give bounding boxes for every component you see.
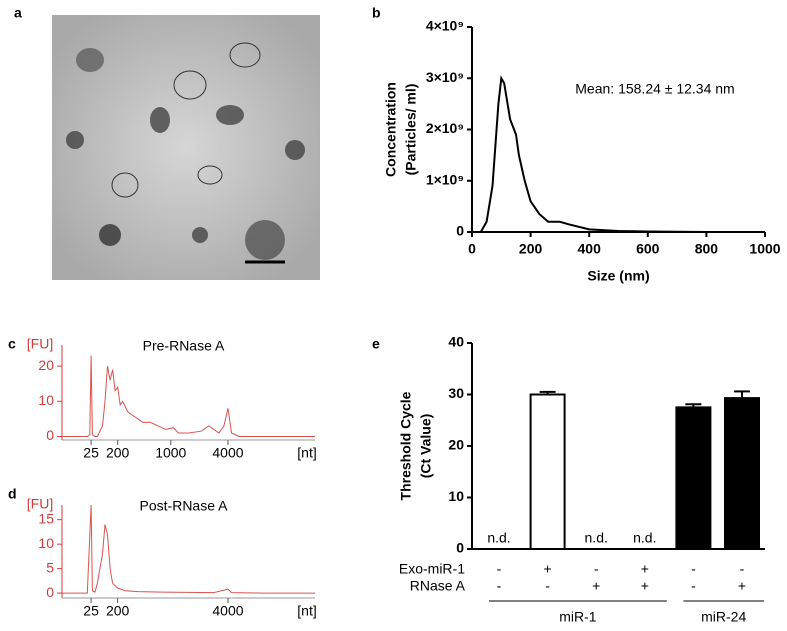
x-tick-label: 800 (695, 241, 719, 257)
x-tick-label: 1000 (155, 445, 186, 461)
row-cell: + (544, 561, 552, 577)
y-tick-label: 10 (38, 392, 54, 408)
y-axis-label: [FU] (27, 336, 53, 352)
x-tick-label: 200 (106, 603, 130, 619)
x-tick-label: 4000 (212, 445, 243, 461)
row-cell: + (641, 561, 649, 577)
panel-label: d (8, 486, 17, 502)
x-axis-label: [nt] (297, 445, 316, 461)
y-axis-label: Concentration (383, 82, 399, 177)
bar (724, 397, 760, 551)
y-axis-label: Threshold Cycle (398, 391, 414, 500)
y-tick-label: 15 (38, 510, 54, 526)
row-cell: + (738, 578, 746, 594)
y-tick-label: 5 (46, 559, 54, 575)
data-line (62, 504, 315, 594)
y-tick-label: 0 (456, 540, 464, 556)
x-tick-label: 600 (636, 241, 660, 257)
panel-label: a (14, 5, 22, 21)
y-tick-label: 20 (448, 437, 464, 453)
y-tick-label: 40 (448, 334, 464, 350)
bar (675, 406, 712, 550)
y-tick-label: 20 (38, 357, 54, 373)
row-cell: - (691, 561, 696, 577)
panel-label: b (372, 5, 381, 21)
row-cell: - (497, 561, 502, 577)
panel-label: e (372, 336, 380, 352)
y-tick-label: 0 (46, 584, 54, 600)
bar (529, 393, 566, 550)
row-label: Exo-miR-1 (399, 561, 465, 577)
y-tick-label: 0 (46, 427, 54, 443)
value-label: n.d. (585, 530, 608, 546)
y-tick-label: 3×10⁹ (426, 69, 464, 85)
y-axis-label: [FU] (27, 496, 53, 512)
panel-label: c (8, 336, 16, 352)
y-axis-label: (Ct Value) (418, 414, 434, 479)
y-tick-label: 30 (448, 385, 464, 401)
group-label: miR-1 (559, 609, 597, 625)
data-line (479, 75, 765, 233)
y-tick-label: 10 (38, 535, 54, 551)
y-tick-label: 1×10⁹ (426, 171, 464, 187)
y-tick-label: 4×10⁹ (426, 18, 464, 34)
x-tick-label: 0 (468, 241, 476, 257)
x-tick-label: 400 (578, 241, 602, 257)
x-tick-label: 4000 (212, 603, 243, 619)
row-cell: - (740, 561, 745, 577)
x-tick-label: 25 (83, 445, 99, 461)
y-tick-label: 2×10⁹ (426, 120, 464, 136)
y-axis-label: (Particles/ ml) (403, 84, 419, 176)
x-tick-label: 200 (106, 445, 130, 461)
row-cell: + (592, 578, 600, 594)
row-cell: - (691, 578, 696, 594)
row-label: RNase A (410, 578, 466, 594)
x-tick-label: 200 (519, 241, 543, 257)
micrograph (52, 15, 320, 280)
x-tick-label: 1000 (749, 241, 780, 257)
value-label: n.d. (487, 530, 510, 546)
chart-title: Pre-RNase A (143, 338, 225, 354)
group-label: miR-24 (701, 609, 746, 625)
row-cell: + (641, 578, 649, 594)
chart-title: Post-RNase A (140, 498, 229, 514)
annotation: Mean: 158.24 ± 12.34 nm (575, 81, 734, 97)
y-tick-label: 0 (456, 223, 464, 239)
x-axis-label: [nt] (297, 603, 316, 619)
data-line (62, 355, 315, 437)
x-tick-label: 25 (83, 603, 99, 619)
y-tick-label: 10 (448, 488, 464, 504)
x-axis-label: Size (nm) (587, 268, 649, 284)
row-cell: - (497, 578, 502, 594)
value-label: n.d. (633, 530, 656, 546)
row-cell: - (594, 561, 599, 577)
row-cell: - (545, 578, 550, 594)
